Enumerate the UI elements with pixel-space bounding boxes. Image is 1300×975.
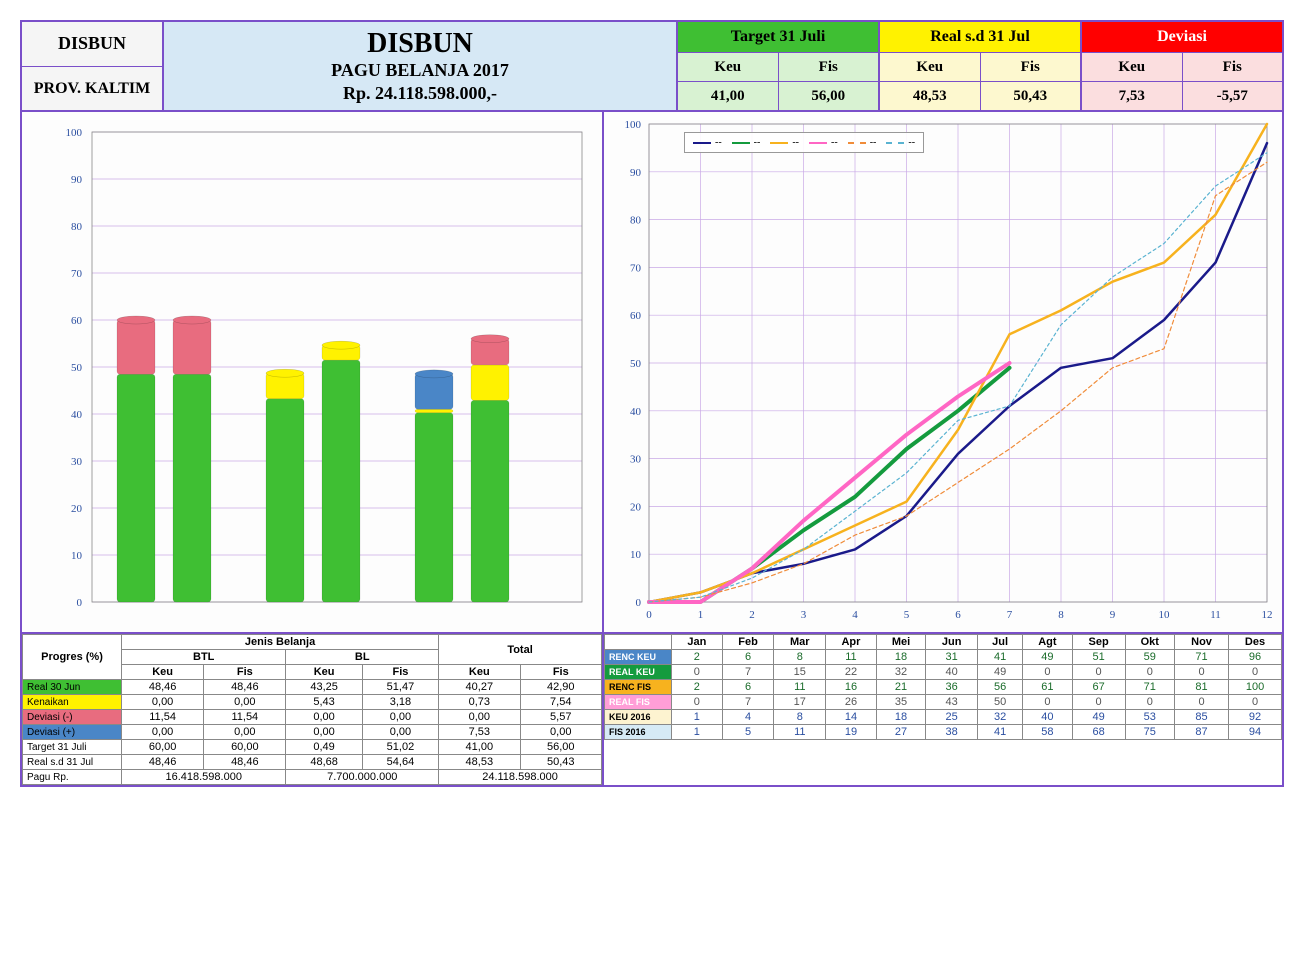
kpi-deviasi: DeviasiKeuFis7,53-5,57: [1082, 22, 1282, 110]
svg-text:1: 1: [698, 609, 704, 621]
svg-text:100: 100: [625, 119, 642, 131]
svg-text:100: 100: [66, 127, 83, 139]
dashboard: DISBUN PROV. KALTIM DISBUN PAGU BELANJA …: [20, 20, 1284, 787]
kpi-keu-value: 48,53: [880, 82, 981, 110]
title-box: DISBUN PAGU BELANJA 2017 Rp. 24.118.598.…: [164, 22, 678, 110]
charts-row: 0102030405060708090100 01020304050607080…: [22, 110, 1282, 632]
svg-text:11: 11: [1210, 609, 1221, 621]
svg-text:40: 40: [71, 409, 83, 421]
kpi-header: Real s.d 31 Jul: [880, 22, 1080, 53]
legend-item: --: [809, 137, 838, 148]
kpi-header: Target 31 Juli: [678, 22, 878, 53]
title-amount: Rp. 24.118.598.000,-: [343, 83, 497, 104]
kpi-real: Real s.d 31 JulKeuFis48,5350,43: [880, 22, 1082, 110]
kpi-fis-label: Fis: [779, 53, 879, 81]
svg-text:70: 70: [630, 262, 642, 274]
kpi-target: Target 31 JuliKeuFis41,0056,00: [678, 22, 880, 110]
progres-table: Progres (%)Jenis BelanjaTotalBTLBLKeuFis…: [22, 634, 604, 785]
svg-text:60: 60: [630, 310, 642, 322]
legend-item: --: [886, 137, 915, 148]
line-legend: -- -- -- -- -- --: [684, 132, 924, 153]
svg-text:60: 60: [71, 315, 83, 327]
kpi-keu-value: 41,00: [678, 82, 779, 110]
svg-text:30: 30: [630, 454, 642, 466]
org-name: DISBUN: [22, 22, 162, 67]
svg-text:10: 10: [71, 550, 83, 562]
svg-text:20: 20: [630, 501, 642, 513]
svg-text:8: 8: [1058, 609, 1064, 621]
line-chart: 01020304050607080901000123456789101112 -…: [604, 112, 1282, 632]
svg-text:50: 50: [71, 362, 83, 374]
svg-text:0: 0: [636, 597, 642, 609]
kpi-fis-value: 56,00: [779, 82, 879, 110]
svg-text:80: 80: [630, 215, 642, 227]
org-prov: PROV. KALTIM: [22, 67, 162, 111]
org-box: DISBUN PROV. KALTIM: [22, 22, 164, 110]
kpi-keu-label: Keu: [678, 53, 779, 81]
kpi-fis-label: Fis: [981, 53, 1081, 81]
title-main: DISBUN: [367, 28, 473, 60]
svg-text:10: 10: [630, 549, 642, 561]
svg-text:6: 6: [955, 609, 961, 621]
month-table: JanFebMarAprMeiJunJulAgtSepOktNovDesRENC…: [604, 634, 1282, 785]
svg-text:0: 0: [646, 609, 652, 621]
svg-text:70: 70: [71, 268, 83, 280]
header: DISBUN PROV. KALTIM DISBUN PAGU BELANJA …: [22, 22, 1282, 110]
svg-text:7: 7: [1007, 609, 1013, 621]
svg-text:0: 0: [77, 597, 83, 609]
svg-text:20: 20: [71, 503, 83, 515]
legend-item: --: [693, 137, 722, 148]
tables-row: Progres (%)Jenis BelanjaTotalBTLBLKeuFis…: [22, 632, 1282, 785]
bar-chart: 0 10 20 30 40 50 60 70 80 90 100: [22, 112, 604, 632]
kpi-fis-value: -5,57: [1183, 82, 1283, 110]
svg-text:9: 9: [1110, 609, 1116, 621]
svg-text:2: 2: [749, 609, 755, 621]
svg-text:5: 5: [904, 609, 910, 621]
legend-item: --: [770, 137, 799, 148]
kpi-fis-label: Fis: [1183, 53, 1283, 81]
svg-text:10: 10: [1159, 609, 1171, 621]
svg-text:12: 12: [1262, 609, 1273, 621]
legend-item: --: [848, 137, 877, 148]
svg-text:30: 30: [71, 456, 83, 468]
kpi-keu-value: 7,53: [1082, 82, 1183, 110]
svg-text:90: 90: [71, 174, 83, 186]
kpi-header: Deviasi: [1082, 22, 1282, 53]
legend-item: --: [732, 137, 761, 148]
svg-text:50: 50: [630, 358, 642, 370]
kpi-keu-label: Keu: [1082, 53, 1183, 81]
title-sub: PAGU BELANJA 2017: [331, 60, 509, 81]
svg-text:80: 80: [71, 221, 83, 233]
svg-text:4: 4: [852, 609, 858, 621]
kpi-fis-value: 50,43: [981, 82, 1081, 110]
svg-text:90: 90: [630, 167, 642, 179]
svg-text:3: 3: [801, 609, 807, 621]
kpi-keu-label: Keu: [880, 53, 981, 81]
svg-text:40: 40: [630, 406, 642, 418]
